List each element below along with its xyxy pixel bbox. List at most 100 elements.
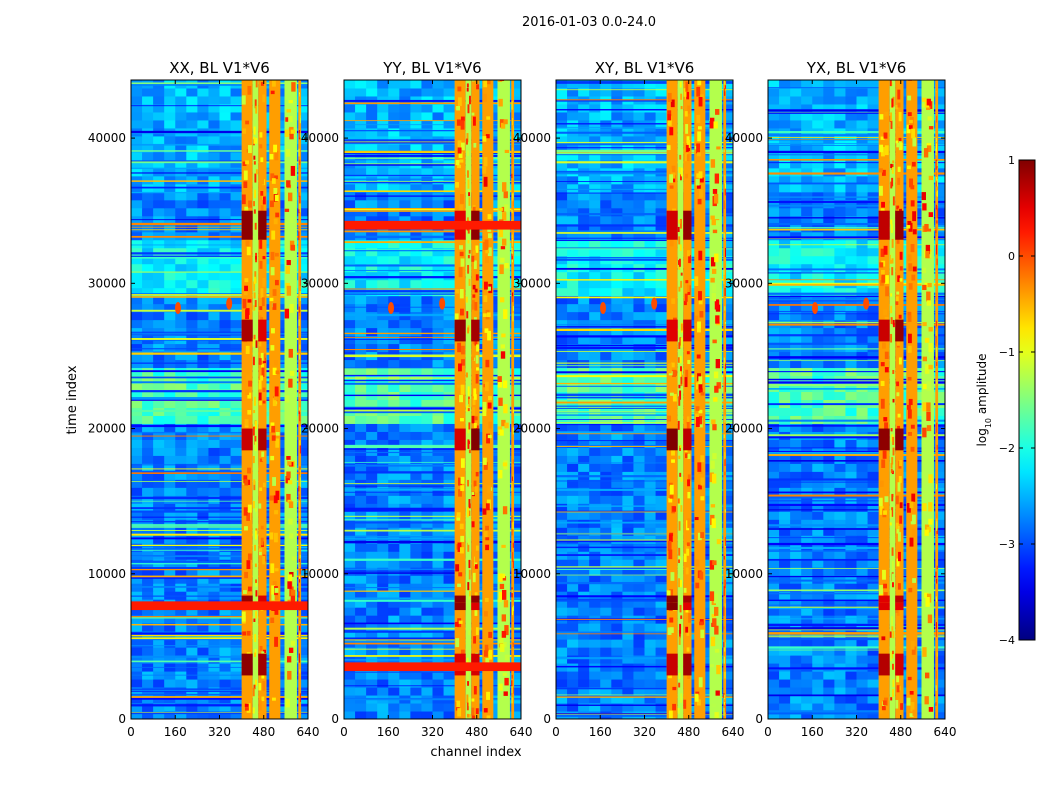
heatmap-cell <box>655 599 668 608</box>
heatmap-cell <box>721 295 733 305</box>
heatmap-cell <box>186 623 198 632</box>
rfi-speckle <box>299 477 301 487</box>
heatmap-cell <box>432 519 445 528</box>
heatmap-cell <box>164 239 176 249</box>
rfi-speckle <box>252 338 255 347</box>
heatmap-cell <box>344 519 356 528</box>
rfi-speckle <box>488 421 493 429</box>
heatmap-cell <box>274 655 287 664</box>
time-stripe <box>556 393 733 396</box>
heatmap-cell <box>377 599 389 608</box>
heatmap-cell <box>219 95 232 105</box>
heatmap-cell <box>230 343 243 353</box>
heatmap-cell <box>644 519 657 528</box>
heatmap-cell <box>377 503 389 512</box>
heatmap-cell <box>175 455 187 464</box>
heatmap-cell <box>600 351 612 361</box>
heatmap-cell <box>721 511 733 520</box>
heatmap-cell <box>622 359 634 369</box>
heatmap-cell <box>644 503 657 512</box>
heatmap-cell <box>344 111 356 121</box>
heatmap-cell <box>164 247 176 257</box>
heatmap-cell <box>567 351 579 361</box>
rfi-speckle <box>273 359 278 366</box>
heatmap-cell <box>622 319 634 329</box>
heatmap-cell <box>219 159 232 169</box>
heatmap-cell <box>567 455 579 464</box>
heatmap-cell <box>164 439 176 448</box>
heatmap-cell <box>611 359 623 369</box>
heatmap-cell <box>443 80 456 89</box>
heatmap-cell <box>600 607 612 616</box>
time-stripe <box>344 190 521 193</box>
rfi-speckle <box>291 82 296 92</box>
time-stripe <box>556 521 733 524</box>
heatmap-cell <box>164 527 176 536</box>
rfi-speckle <box>472 116 476 126</box>
heatmap-cell <box>567 383 579 393</box>
heatmap-cell <box>644 87 657 97</box>
heatmap-cell <box>142 383 154 393</box>
rfi-speckle <box>299 203 301 213</box>
heatmap-cell <box>611 519 623 528</box>
rfi-speckle <box>500 351 506 359</box>
heatmap-cell <box>208 167 220 177</box>
heatmap-cell <box>699 327 712 337</box>
heatmap-cell <box>377 487 389 496</box>
heatmap-cell <box>589 279 601 289</box>
heatmap-cell <box>153 279 165 289</box>
heatmap-cell <box>219 423 232 432</box>
heatmap-cell <box>633 695 645 704</box>
heatmap-cell <box>589 527 601 536</box>
heatmap-cell <box>432 615 445 624</box>
heatmap-cell <box>377 631 389 640</box>
heatmap-cell <box>366 167 378 177</box>
heatmap-cell <box>600 559 612 568</box>
strong-rfi-block <box>471 319 480 342</box>
heatmap-cell <box>443 119 456 129</box>
heatmap-cell <box>567 599 579 608</box>
heatmap-cell <box>153 519 165 528</box>
heatmap-cell <box>366 367 378 377</box>
time-stripe <box>131 549 308 551</box>
heatmap-cell <box>633 567 645 576</box>
heatmap-cell <box>131 607 143 616</box>
heatmap-cell <box>655 527 668 536</box>
time-stripe <box>131 370 308 373</box>
rfi-speckle <box>284 129 289 137</box>
heatmap-cell <box>219 255 232 265</box>
heatmap-cell <box>197 119 209 129</box>
rfi-speckle <box>512 421 514 426</box>
rfi-speckle <box>254 99 257 109</box>
heatmap-cell <box>600 383 612 393</box>
heatmap-cell <box>655 311 668 321</box>
rfi-speckle <box>483 611 488 617</box>
rfi-speckle <box>258 338 262 347</box>
rfi-speckle <box>245 160 249 165</box>
heatmap-cell <box>721 327 733 337</box>
heatmap-cell <box>633 335 645 345</box>
rfi-speckle <box>261 451 265 457</box>
heatmap-cell <box>432 367 445 377</box>
rfi-speckle <box>285 265 290 274</box>
time-stripe <box>131 160 308 162</box>
heatmap-cell <box>274 519 287 528</box>
heatmap-cell <box>208 119 220 129</box>
heatmap-cell <box>164 415 176 424</box>
rfi-speckle <box>511 515 513 523</box>
heatmap-cell <box>589 271 601 281</box>
heatmap-cell <box>164 95 176 105</box>
heatmap-cell <box>410 143 422 153</box>
heatmap-cell <box>197 207 209 217</box>
heatmap-cell <box>443 167 456 177</box>
heatmap-cell <box>197 151 209 161</box>
heatmap-cell <box>296 175 308 185</box>
rfi-speckle <box>254 189 257 199</box>
time-stripe <box>344 590 521 592</box>
rfi-speckle <box>458 620 463 624</box>
heatmap-cell <box>208 175 220 185</box>
heatmap-cell <box>219 511 232 520</box>
heatmap-cell <box>432 359 445 369</box>
time-stripe <box>556 383 733 385</box>
heatmap-cell <box>655 271 668 281</box>
